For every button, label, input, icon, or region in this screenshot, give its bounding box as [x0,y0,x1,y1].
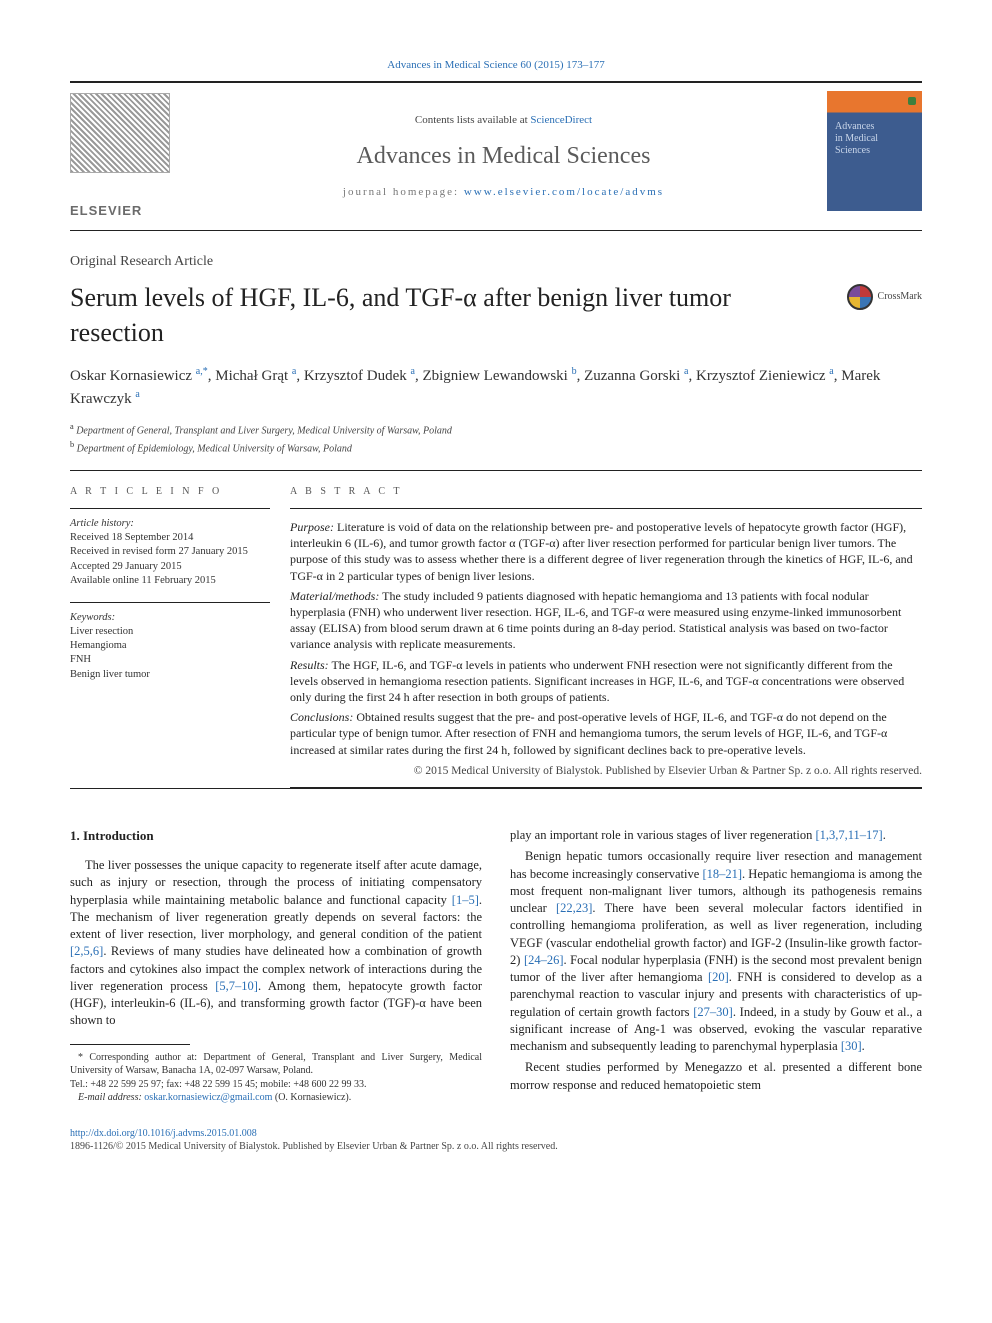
abstract-section: Purpose: Literature is void of data on t… [290,519,922,584]
body-paragraph: Recent studies performed by Menegazzo et… [510,1059,922,1094]
keywords-head: Keywords: [70,611,270,625]
citation-rest: 60 (2015) 173–177 [518,59,605,71]
body-paragraph: The liver possesses the unique capacity … [70,857,482,1030]
abstract-label: A B S T R A C T [290,485,922,499]
history-line: Available online 11 February 2015 [70,574,270,588]
author-list: Oskar Kornasiewicz a,*, Michał Grąt a, K… [70,364,922,411]
keyword: Liver resection [70,625,270,639]
journal-cover-thumbnail: Advancesin MedicalSciences [827,91,922,211]
article-info-label: A R T I C L E I N F O [70,485,270,499]
journal-homepage: journal homepage: www.elsevier.com/locat… [343,185,664,200]
intro-heading: 1. Introduction [70,827,482,845]
issn-copyright: 1896-1126/© 2015 Medical University of B… [70,1140,922,1154]
elsevier-wordmark: ELSEVIER [70,202,190,220]
abstract-copyright: © 2015 Medical University of Bialystok. … [290,764,922,780]
elsevier-tree-logo [70,93,170,173]
affiliations: a Department of General, Transplant and … [70,421,922,456]
affiliation: a Department of General, Transplant and … [70,421,922,438]
corresponding-tel: Tel.: +48 22 599 25 97; fax: +48 22 599 … [70,1078,482,1092]
body-paragraph: Benign hepatic tumors occasionally requi… [510,848,922,1055]
crossmark-label: CrossMark [878,290,922,304]
abstract-section: Material/methods: The study included 9 p… [290,588,922,653]
history-head: Article history: [70,517,270,531]
email-suffix: (O. Kornasiewicz). [272,1092,351,1103]
history-line: Received in revised form 27 January 2015 [70,545,270,559]
article-title: Serum levels of HGF, IL-6, and TGF-α aft… [70,280,827,350]
footnotes: * Corresponding author at: Department of… [70,1051,482,1105]
page-footer: http://dx.doi.org/10.1016/j.advms.2015.0… [70,1127,922,1154]
abstract-section: Conclusions: Obtained results suggest th… [290,709,922,758]
email-link[interactable]: oskar.kornasiewicz@gmail.com [144,1092,272,1103]
keyword: FNH [70,653,270,667]
journal-title: Advances in Medical Sciences [357,140,651,172]
history-line: Accepted 29 January 2015 [70,560,270,574]
keywords-block: Keywords: Liver resectionHemangiomaFNHBe… [70,611,270,682]
corresponding-author: * Corresponding author at: Department of… [70,1051,482,1078]
crossmark-badge[interactable]: CrossMark [847,284,922,310]
top-citation: Advances in Medical Science 60 (2015) 17… [70,58,922,73]
article-type: Original Research Article [70,253,922,272]
affiliation: b Department of Epidemiology, Medical Un… [70,439,922,456]
doi-link[interactable]: http://dx.doi.org/10.1016/j.advms.2015.0… [70,1128,257,1139]
body-paragraph: play an important role in various stages… [510,827,922,844]
crossmark-icon [847,284,873,310]
keyword: Benign liver tumor [70,668,270,682]
abstract-body: Purpose: Literature is void of data on t… [290,519,922,758]
abstract-section: Results: The HGF, IL-6, and TGF-α levels… [290,657,922,706]
corresponding-email-line: E-mail address: oskar.kornasiewicz@gmail… [70,1091,482,1105]
article-history: Article history: Received 18 September 2… [70,517,270,588]
homepage-link[interactable]: www.elsevier.com/locate/advms [464,186,664,198]
homepage-prefix: journal homepage: [343,186,464,198]
email-label: E-mail address: [78,1092,144,1103]
contents-line: Contents lists available at ScienceDirec… [415,113,592,128]
body-left-column: 1. Introduction The liver possesses the … [70,827,482,1104]
history-line: Received 18 September 2014 [70,531,270,545]
contents-prefix: Contents lists available at [415,114,530,126]
sciencedirect-link[interactable]: ScienceDirect [530,114,592,126]
cover-text: Advancesin MedicalSciences [835,121,878,157]
body-right-column: play an important role in various stages… [510,827,922,1104]
keyword: Hemangioma [70,639,270,653]
journal-header: ELSEVIER Contents lists available at Sci… [70,81,922,231]
citation-journal-link[interactable]: Advances in Medical Science [387,59,517,71]
